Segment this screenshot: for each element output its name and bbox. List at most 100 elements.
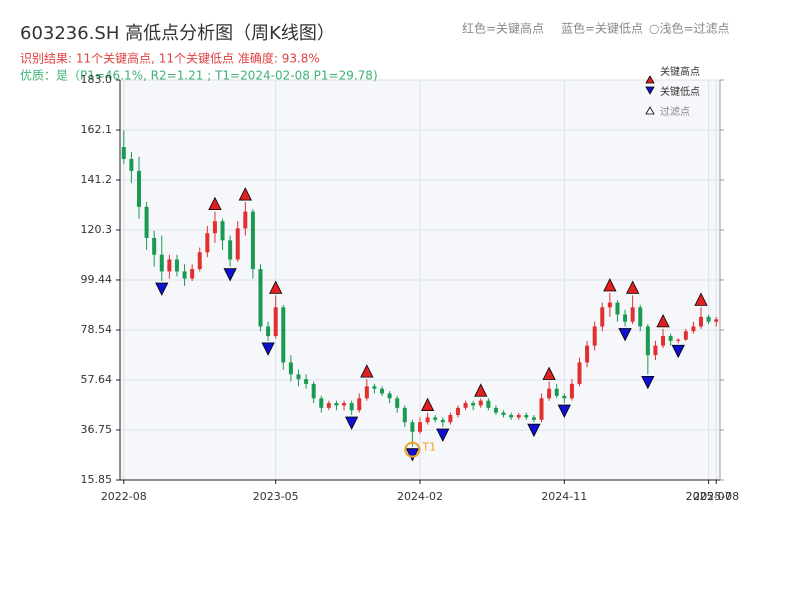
candle-body — [364, 386, 369, 399]
candle-body — [319, 398, 324, 408]
key-low — [671, 344, 685, 359]
key-low — [344, 416, 359, 430]
candle-body — [653, 345, 658, 356]
key-high — [474, 383, 488, 397]
candle-body — [493, 407, 498, 413]
candle-body — [547, 388, 552, 399]
candle-body — [395, 398, 400, 408]
key-low — [557, 404, 571, 418]
candle-body — [440, 419, 445, 423]
candle-body — [304, 379, 309, 384]
x-tick-label: 2025-08 — [693, 490, 739, 503]
y-tick-label: 78.54 — [81, 323, 113, 336]
candle-body — [630, 307, 635, 322]
candle-body — [699, 316, 704, 327]
candle-body — [676, 339, 681, 341]
candle-body — [615, 302, 620, 315]
legend-label: 关键高点 — [660, 65, 700, 78]
candle-body — [228, 240, 233, 260]
y-tick-label: 99.44 — [81, 273, 113, 286]
header-legend: 蓝色=关键低点 — [561, 22, 643, 36]
candle-body — [531, 417, 536, 420]
key-low — [436, 428, 450, 442]
candle-body — [402, 407, 407, 423]
legend-label: 过滤点 — [660, 105, 690, 118]
candle-body — [273, 307, 278, 337]
x-tick-label: 2022-08 — [101, 490, 147, 503]
key-low — [261, 342, 275, 356]
x-tick-label: 2024-11 — [541, 490, 587, 503]
candle-body — [387, 393, 392, 399]
candle-body — [433, 417, 438, 420]
candle-body — [691, 326, 696, 332]
candle-body — [478, 400, 483, 406]
candle-body — [661, 336, 666, 346]
candle-body — [501, 412, 506, 416]
key-high — [542, 366, 556, 380]
candle-body — [311, 383, 316, 399]
t1-label: T1 — [421, 441, 436, 454]
candle-body — [136, 170, 141, 207]
candle-body — [266, 326, 271, 337]
candle-body — [342, 403, 347, 406]
key-low — [527, 423, 541, 438]
candle-body — [205, 233, 210, 253]
x-tick-label: 2025-07 — [686, 490, 732, 503]
candle-body — [121, 147, 126, 159]
candle-body — [509, 415, 514, 418]
candle-body — [129, 158, 134, 171]
y-tick-label: 120.3 — [81, 223, 113, 236]
candle-body — [471, 403, 476, 406]
key-low — [641, 375, 655, 390]
candle-body — [569, 383, 574, 399]
candle-body — [418, 422, 422, 432]
candle-body — [410, 422, 415, 432]
legend-label: 关键低点 — [660, 85, 700, 98]
key-high — [360, 364, 374, 378]
t1-marker — [404, 441, 421, 458]
key-high — [420, 397, 435, 412]
candle-body — [197, 252, 202, 270]
y-tick-label: 36.75 — [81, 423, 113, 436]
header-legend: 红色=关键高点 — [462, 21, 544, 36]
candle-body — [425, 417, 430, 423]
legend-icon — [645, 75, 655, 84]
candle-body — [577, 362, 582, 384]
candle-body — [190, 269, 195, 279]
key-high — [208, 196, 222, 211]
x-tick-label: 2024-02 — [397, 490, 443, 503]
candle-body — [562, 395, 567, 399]
y-tick-label: 141.2 — [81, 173, 113, 186]
candle-body — [638, 307, 643, 327]
key-low — [405, 448, 420, 462]
candle-body — [607, 302, 612, 308]
header-legend: ○浅色=过滤点 — [649, 22, 730, 36]
candle-body — [600, 307, 605, 327]
quality-line: 优质：是（P1=46.1%, R2=1.21 ; T1=2024-02-08 P… — [20, 69, 378, 83]
candle-body — [288, 362, 293, 375]
candle-body — [235, 228, 240, 260]
candle-body — [182, 271, 187, 279]
candle-body — [220, 221, 225, 241]
key-high — [694, 292, 708, 306]
candle-body — [357, 398, 362, 411]
key-low — [618, 328, 632, 342]
candle-body — [706, 316, 711, 322]
candle-body — [524, 415, 529, 418]
chart-title: 603236.SH 高低点分析图（周K线图） — [20, 23, 335, 44]
candle-body — [516, 415, 521, 418]
key-high — [603, 278, 617, 292]
candle-body — [623, 314, 628, 322]
candle-body — [334, 403, 339, 406]
key-low — [155, 282, 169, 296]
candle-body — [585, 345, 590, 363]
candle-body — [380, 388, 385, 394]
legend-icon — [645, 106, 655, 115]
y-tick-label: 183.0 — [81, 73, 113, 86]
key-high — [656, 313, 670, 328]
key-high — [626, 280, 640, 294]
key-high — [269, 280, 283, 294]
candle-body — [159, 254, 164, 272]
y-tick-label: 15.85 — [81, 473, 113, 486]
